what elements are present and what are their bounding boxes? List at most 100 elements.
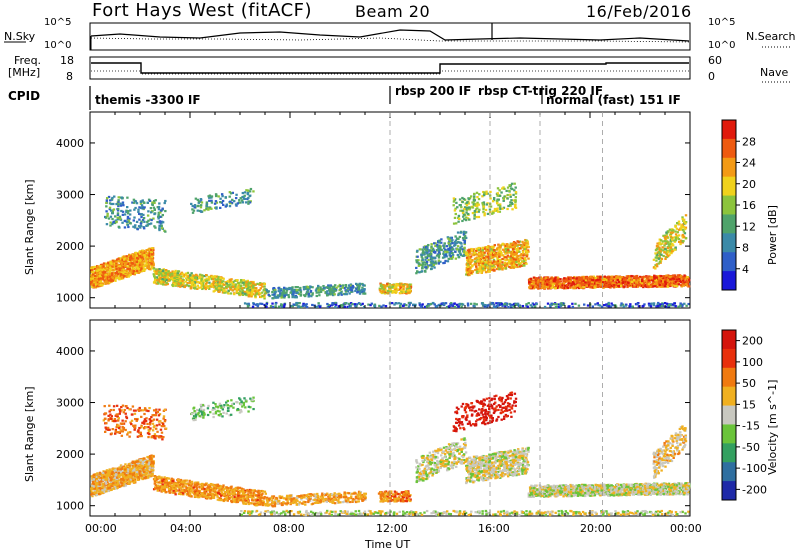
data-cell bbox=[262, 288, 266, 291]
data-cell bbox=[557, 279, 560, 282]
data-cell bbox=[168, 273, 172, 276]
data-cell bbox=[346, 290, 349, 293]
data-cell bbox=[444, 254, 448, 257]
data-cell bbox=[318, 294, 321, 297]
data-cell bbox=[167, 278, 171, 281]
data-cell bbox=[601, 283, 605, 286]
data-cell bbox=[118, 269, 121, 272]
data-cell bbox=[208, 199, 211, 202]
data-cell bbox=[267, 293, 270, 296]
data-cell bbox=[307, 292, 311, 295]
data-cell bbox=[459, 246, 462, 249]
data-cell bbox=[111, 276, 115, 280]
data-cell bbox=[135, 202, 139, 205]
data-cell bbox=[465, 216, 468, 219]
data-cell bbox=[201, 287, 204, 291]
data-cell bbox=[508, 265, 511, 268]
data-cell bbox=[177, 285, 180, 288]
data-cell bbox=[407, 283, 410, 286]
data-cell bbox=[238, 199, 241, 202]
data-cell bbox=[478, 193, 481, 196]
data-cell bbox=[481, 260, 484, 263]
data-cell bbox=[408, 289, 412, 292]
data-cell bbox=[119, 217, 122, 220]
data-cell bbox=[471, 264, 474, 267]
data-cell bbox=[534, 281, 538, 284]
data-cell bbox=[421, 251, 425, 255]
data-cell bbox=[242, 281, 245, 284]
data-cell bbox=[430, 245, 433, 248]
data-cell bbox=[162, 280, 165, 283]
data-cell bbox=[108, 273, 111, 276]
data-cell bbox=[176, 275, 179, 279]
data-cell bbox=[339, 291, 343, 295]
data-cell bbox=[525, 262, 528, 265]
data-cell bbox=[502, 206, 506, 209]
data-cell bbox=[129, 270, 133, 273]
data-cell bbox=[506, 243, 509, 246]
data-cell bbox=[111, 196, 114, 200]
data-cell bbox=[361, 286, 364, 289]
data-cell bbox=[465, 269, 468, 272]
data-cell bbox=[440, 241, 443, 244]
data-cell bbox=[529, 286, 532, 289]
data-cell bbox=[283, 294, 286, 298]
data-cell bbox=[524, 257, 527, 260]
data-cell bbox=[219, 206, 222, 209]
data-cell bbox=[466, 266, 470, 270]
data-cell bbox=[615, 285, 618, 289]
data-cell bbox=[492, 196, 496, 200]
data-cell bbox=[235, 204, 238, 207]
data-cell bbox=[263, 292, 267, 295]
data-cell bbox=[633, 284, 636, 287]
data-cell bbox=[263, 294, 266, 297]
data-cell bbox=[279, 291, 282, 294]
data-cell bbox=[237, 281, 240, 285]
data-cell bbox=[501, 254, 504, 257]
data-cell bbox=[159, 272, 163, 275]
data-cell bbox=[296, 291, 299, 294]
data-cell bbox=[663, 234, 667, 237]
data-cell bbox=[216, 280, 219, 283]
data-cell bbox=[508, 184, 511, 187]
data-cell bbox=[426, 246, 429, 250]
data-cell bbox=[517, 241, 520, 244]
data-cell bbox=[415, 272, 418, 275]
data-cell bbox=[116, 207, 120, 211]
data-cell bbox=[509, 260, 513, 264]
data-cell bbox=[438, 244, 441, 247]
data-cell bbox=[532, 276, 536, 279]
data-cell bbox=[669, 242, 672, 246]
data-cell bbox=[659, 282, 662, 285]
data-cell bbox=[567, 276, 570, 279]
data-cell bbox=[261, 294, 264, 298]
data-cell bbox=[642, 282, 646, 285]
data-cell bbox=[128, 261, 131, 265]
data-cell bbox=[246, 193, 250, 196]
data-cell bbox=[165, 281, 168, 285]
data-cell bbox=[482, 262, 485, 265]
data-cell bbox=[141, 249, 144, 252]
data-cell bbox=[156, 220, 159, 224]
data-cell bbox=[140, 270, 143, 273]
data-cell bbox=[660, 275, 663, 278]
data-cell bbox=[439, 248, 442, 251]
data-cell bbox=[408, 283, 412, 286]
data-cell bbox=[483, 251, 486, 254]
data-cell bbox=[245, 201, 248, 204]
data-cell bbox=[477, 197, 481, 201]
data-cell bbox=[228, 283, 232, 286]
data-cell bbox=[131, 255, 134, 258]
data-cell bbox=[408, 288, 411, 291]
data-cell bbox=[528, 281, 531, 284]
data-cell bbox=[105, 262, 108, 265]
data-cell bbox=[684, 226, 688, 229]
data-cell bbox=[114, 265, 118, 268]
data-cell bbox=[433, 266, 436, 269]
data-cell bbox=[590, 282, 594, 285]
data-cell bbox=[152, 264, 155, 267]
data-cell bbox=[220, 281, 224, 284]
data-cell bbox=[585, 284, 589, 287]
data-cell bbox=[522, 260, 526, 263]
data-cell bbox=[157, 211, 160, 214]
